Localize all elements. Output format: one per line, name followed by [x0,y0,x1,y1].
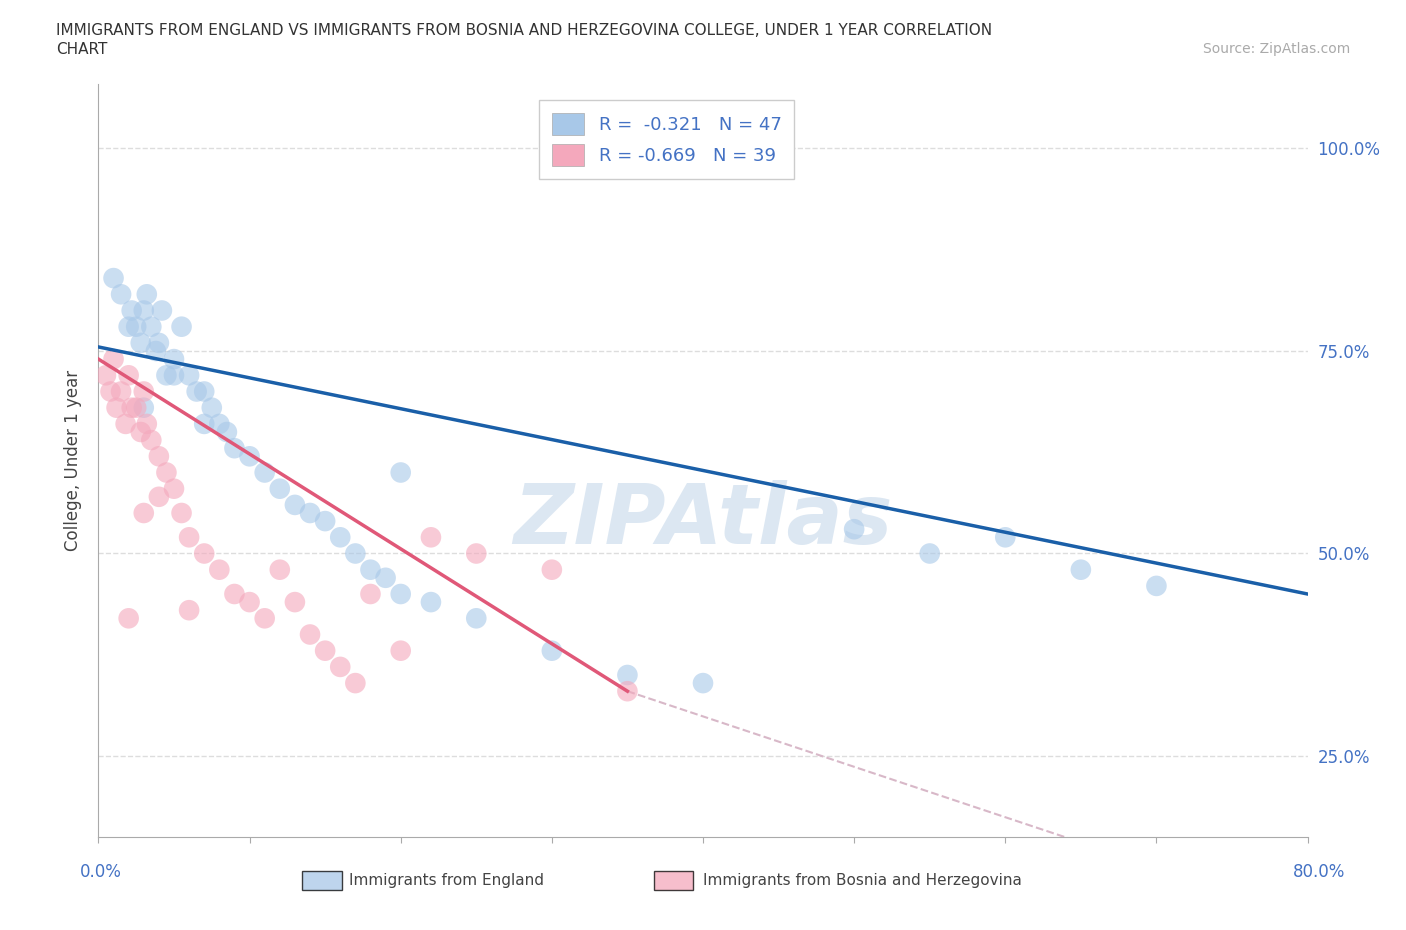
Point [314,513,336,528]
Point [155,368,177,383]
Point [284,498,307,512]
Point [360,587,382,602]
Point [299,506,322,521]
Point [389,465,412,480]
Point [132,506,155,521]
Point [374,570,396,585]
Point [148,336,170,351]
Point [141,319,163,334]
Point [110,384,132,399]
Point [994,530,1017,545]
Point [118,368,141,383]
Point [155,465,177,480]
Point [540,644,562,658]
Point [170,319,193,334]
Point [163,352,186,366]
Point [465,546,488,561]
Point [141,432,163,447]
Point [110,286,132,301]
Point [284,594,307,609]
Point [844,522,866,537]
Point [420,594,443,609]
Point [186,384,208,399]
Point [103,352,125,366]
Point [145,343,167,358]
Point [344,546,367,561]
Point [918,546,941,561]
Point [540,563,562,578]
Point [360,563,382,578]
Point [193,546,215,561]
Point [125,400,148,415]
Point [163,481,186,496]
Point [299,627,322,642]
Y-axis label: College, Under 1 year: College, Under 1 year [65,370,83,551]
Point [465,611,488,626]
Point [420,530,443,545]
Text: CHART: CHART [56,42,108,57]
Point [269,563,291,578]
Point [125,319,148,334]
Point [193,417,215,432]
Point [208,417,231,432]
Text: Source: ZipAtlas.com: Source: ZipAtlas.com [1202,42,1350,56]
Legend: R =  -0.321   N = 47, R = -0.669   N = 39: R = -0.321 N = 47, R = -0.669 N = 39 [538,100,794,179]
Point [314,644,336,658]
Point [389,644,412,658]
Point [179,368,201,383]
Point [121,400,143,415]
Point [129,336,152,351]
Point [1146,578,1168,593]
Point [129,425,152,440]
Point [148,449,170,464]
Point [132,400,155,415]
Point [105,400,128,415]
Point [135,417,157,432]
Point [329,530,352,545]
Text: ZIPAtlas: ZIPAtlas [513,480,893,561]
Point [100,384,122,399]
Point [208,563,231,578]
Point [163,368,186,383]
Point [215,425,238,440]
Point [121,303,143,318]
Point [114,417,136,432]
Text: IMMIGRANTS FROM ENGLAND VS IMMIGRANTS FROM BOSNIA AND HERZEGOVINA COLLEGE, UNDER: IMMIGRANTS FROM ENGLAND VS IMMIGRANTS FR… [56,23,993,38]
Point [239,449,262,464]
Text: 0.0%: 0.0% [80,863,122,881]
Point [148,489,170,504]
Point [692,676,714,691]
Point [150,303,173,318]
Text: Immigrants from England: Immigrants from England [349,873,544,888]
Point [118,611,141,626]
Point [344,676,367,691]
Point [329,659,352,674]
Point [132,384,155,399]
Point [1070,563,1092,578]
Point [253,611,276,626]
Point [201,400,224,415]
Point [224,441,246,456]
Text: 80.0%: 80.0% [1292,863,1346,881]
Point [118,319,141,334]
Point [94,368,117,383]
Point [103,271,125,286]
Point [239,594,262,609]
Text: Immigrants from Bosnia and Herzegovina: Immigrants from Bosnia and Herzegovina [703,873,1022,888]
Point [193,384,215,399]
Point [616,684,638,698]
Point [132,303,155,318]
Point [389,587,412,602]
Point [269,481,291,496]
Point [179,603,201,618]
Point [135,286,157,301]
Point [170,506,193,521]
Point [253,465,276,480]
Point [179,530,201,545]
Point [224,587,246,602]
Point [616,668,638,683]
